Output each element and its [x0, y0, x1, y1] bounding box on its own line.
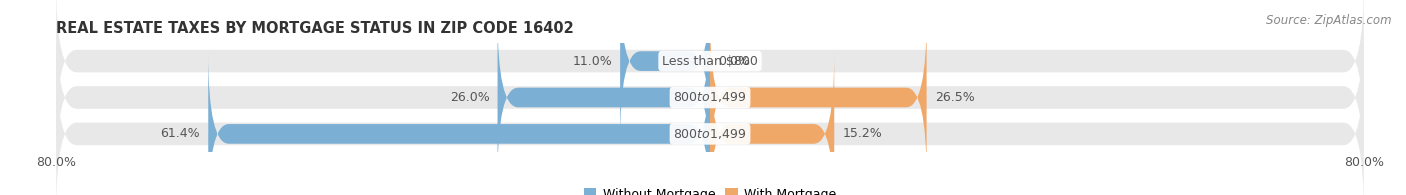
Text: REAL ESTATE TAXES BY MORTGAGE STATUS IN ZIP CODE 16402: REAL ESTATE TAXES BY MORTGAGE STATUS IN …	[56, 21, 574, 36]
Text: 15.2%: 15.2%	[842, 127, 882, 140]
Text: 11.0%: 11.0%	[572, 55, 612, 68]
Text: Less than $800: Less than $800	[662, 55, 758, 68]
Text: $800 to $1,499: $800 to $1,499	[673, 127, 747, 141]
Text: 61.4%: 61.4%	[160, 127, 200, 140]
Text: 26.5%: 26.5%	[935, 91, 974, 104]
FancyBboxPatch shape	[620, 0, 710, 142]
FancyBboxPatch shape	[56, 18, 1364, 177]
FancyBboxPatch shape	[56, 0, 1364, 141]
FancyBboxPatch shape	[498, 16, 710, 179]
FancyBboxPatch shape	[208, 53, 710, 195]
FancyBboxPatch shape	[56, 54, 1364, 195]
Text: Source: ZipAtlas.com: Source: ZipAtlas.com	[1267, 14, 1392, 27]
Text: $800 to $1,499: $800 to $1,499	[673, 90, 747, 105]
Text: 0.0%: 0.0%	[718, 55, 751, 68]
FancyBboxPatch shape	[710, 16, 927, 179]
FancyBboxPatch shape	[710, 53, 834, 195]
Text: 26.0%: 26.0%	[450, 91, 489, 104]
Legend: Without Mortgage, With Mortgage: Without Mortgage, With Mortgage	[579, 183, 841, 195]
